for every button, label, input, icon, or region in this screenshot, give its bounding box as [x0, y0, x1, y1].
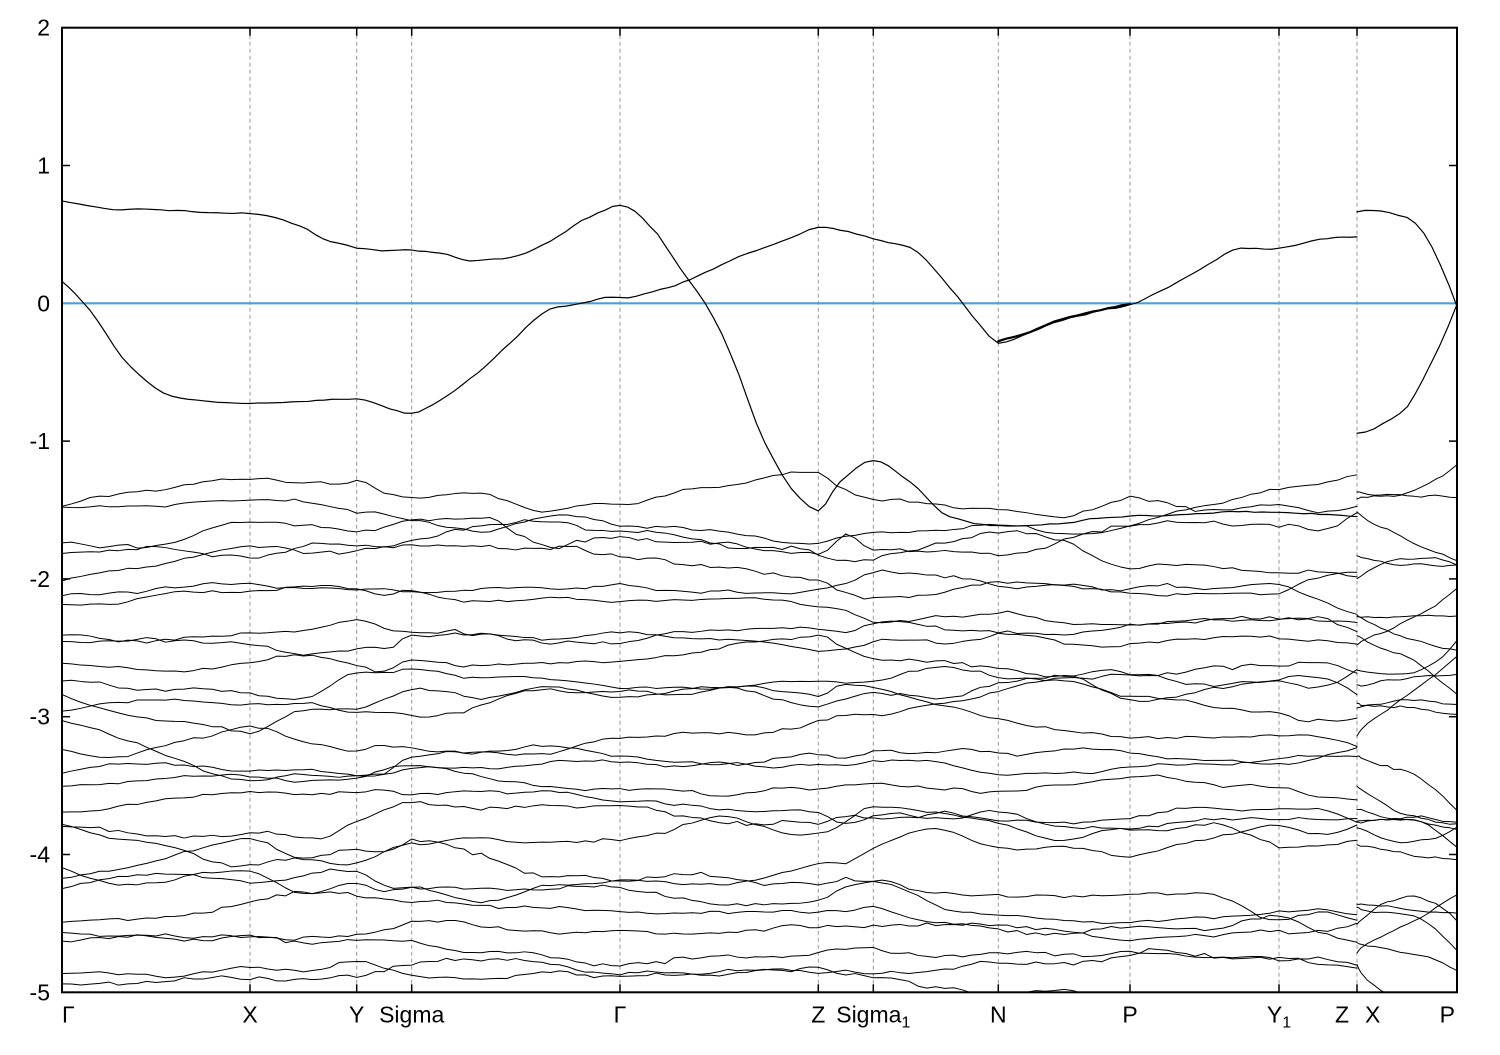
svg-text:-2: -2 — [30, 566, 50, 592]
svg-text:N: N — [990, 1001, 1007, 1027]
svg-text:X: X — [242, 1001, 257, 1027]
svg-text:-5: -5 — [30, 979, 50, 1005]
svg-text:Z: Z — [1335, 1001, 1349, 1027]
svg-text:Sigma: Sigma — [379, 1001, 444, 1027]
svg-text:Sigma1: Sigma1 — [836, 1001, 910, 1031]
svg-text:2: 2 — [37, 15, 50, 41]
svg-text:1: 1 — [37, 153, 50, 179]
svg-text:Z: Z — [811, 1001, 825, 1027]
svg-text:X: X — [1365, 1001, 1380, 1027]
svg-text:Γ: Γ — [62, 1001, 75, 1027]
svg-text:Y: Y — [349, 1001, 364, 1027]
svg-text:Γ: Γ — [614, 1001, 627, 1027]
svg-text:P: P — [1122, 1001, 1137, 1027]
svg-text:-1: -1 — [30, 428, 50, 454]
svg-text:-3: -3 — [30, 704, 50, 730]
svg-text:Y1: Y1 — [1267, 1001, 1291, 1031]
svg-text:0: 0 — [37, 290, 50, 316]
svg-text:P: P — [1440, 1001, 1455, 1027]
svg-text:-4: -4 — [30, 842, 51, 868]
